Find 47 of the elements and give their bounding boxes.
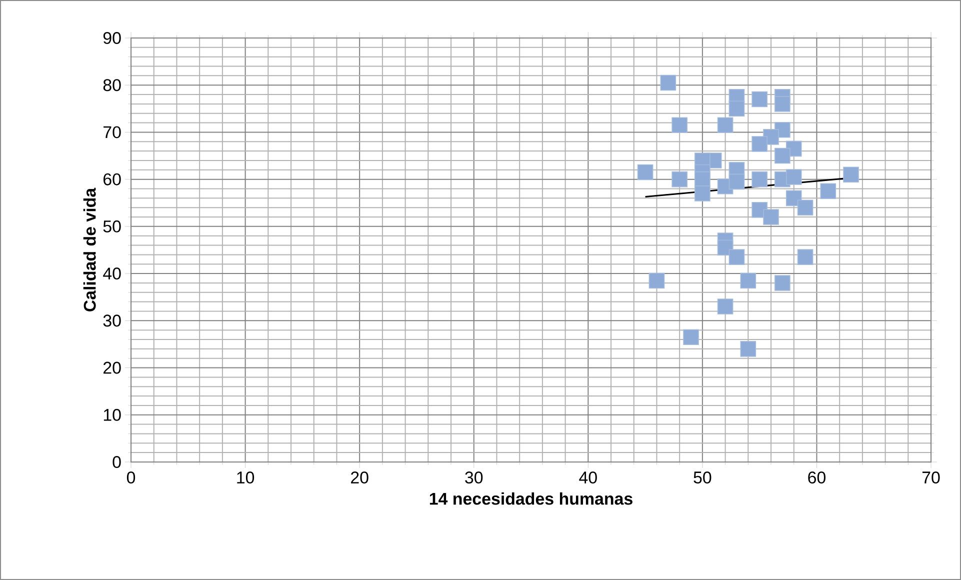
y-tick-label: 50	[103, 220, 121, 232]
point	[717, 117, 734, 134]
point	[763, 209, 779, 225]
y-tick-label: 10	[104, 408, 121, 421]
x-tick-label: 50	[694, 472, 712, 484]
point	[786, 169, 802, 185]
point	[728, 174, 745, 190]
point	[843, 166, 859, 183]
y-tick-label: 20	[104, 362, 121, 374]
y-tick-label: 40	[103, 268, 121, 280]
y-tick-label: 70	[104, 126, 121, 138]
point	[740, 341, 756, 357]
x-tick-label: 30	[465, 472, 483, 484]
point	[660, 74, 676, 91]
point	[774, 96, 790, 112]
point	[774, 275, 790, 291]
y-tick-label: 60	[104, 173, 121, 186]
point	[752, 171, 768, 188]
x-tick-label: 0	[126, 472, 136, 484]
x-axis-title: 14 necesidades humanas	[430, 492, 632, 505]
point	[694, 171, 710, 188]
x-tick-label: 10	[237, 472, 254, 484]
x-tick-label: 60	[808, 472, 826, 484]
point	[752, 136, 768, 152]
point	[694, 186, 710, 202]
point	[797, 200, 814, 216]
x-tick-label: 70	[922, 472, 940, 484]
x-tick-label: 40	[579, 472, 597, 484]
y-tick-label: 0	[112, 456, 121, 468]
point	[672, 117, 688, 134]
y-tick-label: 30	[103, 314, 121, 327]
y-tick-label: 90	[103, 32, 121, 44]
point	[820, 183, 836, 199]
y-axis-title: Calidad de vida	[83, 188, 96, 312]
point	[683, 329, 699, 346]
point	[774, 148, 790, 164]
point	[717, 298, 734, 314]
point	[728, 100, 745, 117]
point	[797, 249, 814, 265]
point	[728, 249, 745, 265]
x-tick-label: 20	[351, 472, 368, 484]
y-tick-label: 80	[103, 79, 121, 92]
point	[752, 91, 768, 108]
point	[740, 272, 756, 289]
point	[672, 171, 688, 188]
point	[637, 164, 654, 180]
point	[648, 272, 665, 289]
